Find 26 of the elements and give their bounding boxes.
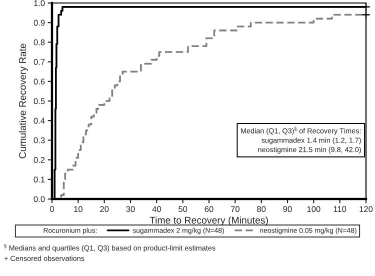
x-tick-label: 120 — [360, 206, 373, 212]
x-tick-label: 60 — [204, 206, 214, 212]
y-tick-label: 0.9 — [34, 20, 45, 26]
y-tick-label: 0.8 — [34, 39, 45, 46]
y-tick-label: 0.1 — [34, 176, 45, 182]
x-tick-label: 70 — [230, 206, 240, 212]
x-tick-label: 80 — [257, 206, 266, 212]
y-axis-title: Cumulative Recovery Rate — [18, 44, 28, 158]
x-tick-label: 20 — [100, 206, 109, 212]
x-axis-title: Time to Recovery (Minutes) — [150, 216, 268, 226]
x-tick-label: 10 — [74, 206, 82, 212]
y-tick-label: 0.2 — [34, 157, 45, 163]
y-tick-label: 0.5 — [34, 98, 45, 104]
y-tick-label: 1.0 — [34, 0, 45, 6]
x-tick-label: 0 — [50, 206, 54, 212]
x-tick-label: 110 — [334, 206, 346, 212]
y-tick-label: 0.7 — [34, 59, 45, 65]
y-tick-label: 0.4 — [34, 118, 45, 124]
y-tick-label: 0.3 — [34, 137, 45, 144]
y-tick-label: 0.0 — [34, 196, 45, 202]
y-tick-label: 0.6 — [34, 78, 45, 84]
x-tick-label: 100 — [307, 206, 320, 212]
x-tick-label: 30 — [126, 206, 135, 212]
x-tick-label: 40 — [152, 206, 161, 212]
x-tick-label: 90 — [283, 206, 292, 212]
x-tick-label: 50 — [178, 206, 188, 212]
